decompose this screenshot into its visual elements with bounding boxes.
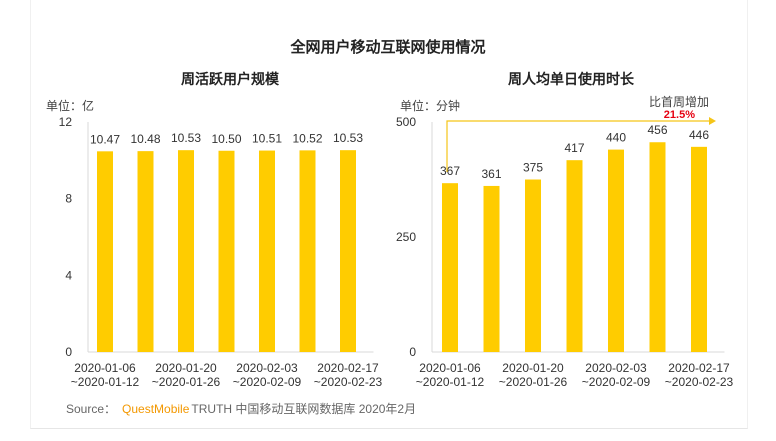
data-label: 10.52	[292, 131, 322, 145]
annotation-value: 21.5%	[664, 109, 695, 121]
bar	[442, 183, 458, 352]
arrow-head-icon	[709, 117, 716, 125]
data-label: 10.47	[90, 132, 120, 146]
data-label: 10.53	[171, 131, 201, 145]
card-frame	[30, 0, 748, 429]
bar	[608, 149, 624, 352]
bar	[483, 185, 500, 352]
bar	[649, 142, 666, 352]
bar	[566, 160, 583, 352]
x-tick-label: ~2020-01-26	[499, 375, 568, 389]
bar	[259, 150, 275, 352]
x-tick-label: 2020-01-06	[74, 361, 136, 375]
x-tick-label: 2020-01-20	[502, 361, 564, 375]
data-label: 417	[564, 141, 584, 155]
main-title: 全网用户移动互联网使用情况	[289, 38, 485, 56]
chart-title: 周人均单日使用时长	[508, 71, 635, 87]
bar	[218, 150, 235, 352]
y-tick-label: 4	[65, 268, 72, 282]
data-label: 367	[440, 164, 460, 178]
data-label: 10.50	[211, 132, 241, 146]
x-tick-label: ~2020-01-12	[71, 375, 140, 389]
bar	[525, 179, 541, 352]
data-label: 10.51	[252, 132, 282, 146]
source-line: Source： QuestMobile TRUTH 中国移动互联网数据库 2020年…	[66, 401, 416, 416]
source-brand: QuestMobile	[122, 402, 190, 416]
data-label: 440	[606, 131, 626, 145]
x-tick-label: 2020-01-20	[155, 361, 217, 375]
unit-label: 单位：亿	[46, 98, 94, 113]
data-label: 10.53	[333, 131, 363, 145]
y-tick-label: 8	[65, 192, 72, 206]
bar	[97, 151, 113, 352]
x-tick-label: ~2020-02-23	[665, 375, 734, 389]
data-label: 10.48	[130, 132, 160, 146]
bar	[178, 150, 194, 352]
bar	[137, 151, 154, 352]
bar	[340, 150, 356, 352]
growth-arrow-line	[446, 120, 709, 172]
x-tick-label: 2020-02-17	[317, 361, 379, 375]
y-tick-label: 250	[396, 230, 416, 244]
annotation-label: 比首周增加	[649, 95, 709, 109]
data-label: 375	[523, 161, 543, 175]
unit-label: 单位：分钟	[400, 98, 460, 113]
x-tick-label: 2020-02-17	[668, 361, 730, 375]
data-label: 446	[689, 128, 709, 142]
x-tick-label: ~2020-02-09	[233, 375, 302, 389]
y-tick-label: 0	[409, 345, 416, 359]
data-label: 456	[647, 123, 667, 137]
x-tick-label: 2020-01-06	[419, 361, 481, 375]
data-label: 361	[481, 167, 501, 181]
bar	[299, 150, 316, 352]
y-tick-label: 0	[65, 345, 72, 359]
x-tick-label: 2020-02-03	[585, 361, 647, 375]
chart-title: 周活跃用户规模	[181, 71, 280, 87]
source-text: TRUTH 中国移动互联网数据库 2020年2月	[191, 401, 416, 416]
x-tick-label: 2020-02-03	[236, 361, 298, 375]
source-label: Source：	[66, 402, 116, 416]
x-tick-label: ~2020-02-23	[314, 375, 383, 389]
y-tick-label: 12	[59, 115, 73, 129]
x-tick-label: ~2020-01-12	[416, 375, 485, 389]
bar	[691, 146, 707, 352]
x-tick-label: ~2020-02-09	[582, 375, 651, 389]
y-tick-label: 500	[396, 115, 416, 129]
x-tick-label: ~2020-01-26	[152, 375, 221, 389]
